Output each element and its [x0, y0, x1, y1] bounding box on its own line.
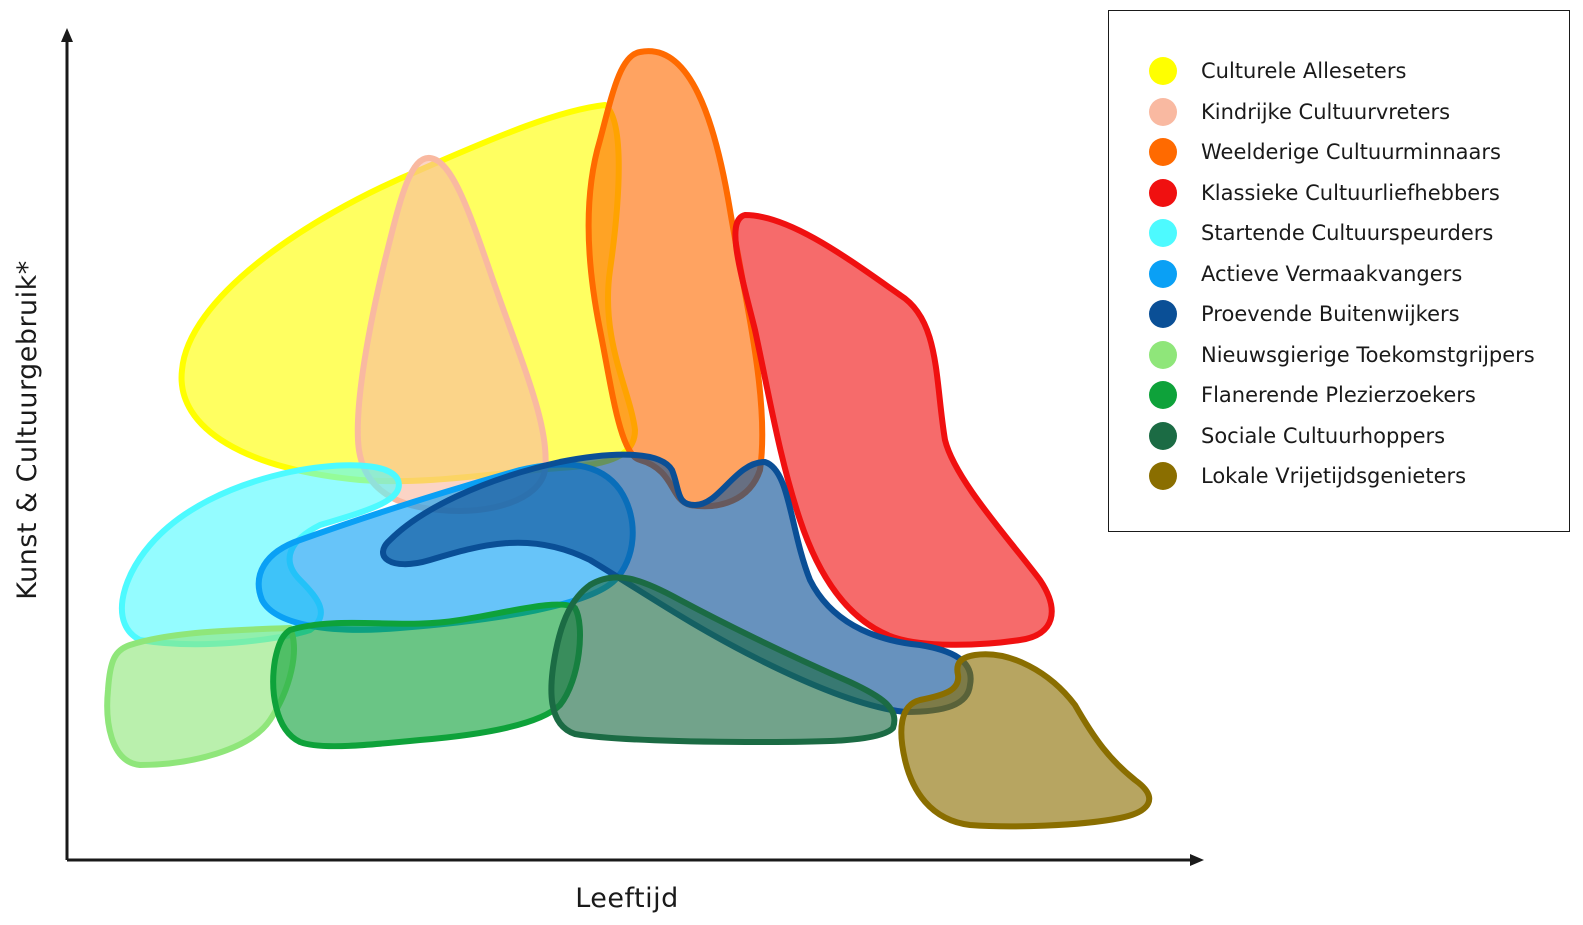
legend-item: Startende Cultuurspeurders [1149, 213, 1535, 254]
y-axis-label: Kunst & Cultuurgebruik* [12, 260, 43, 600]
legend-item: Actieve Vermaakvangers [1149, 254, 1535, 295]
x-axis-label: Leeftijd [575, 883, 679, 914]
legend-swatch [1149, 259, 1177, 288]
legend-item: Sociale Cultuurhoppers [1149, 416, 1535, 457]
legend-item: Klassieke Cultuurliefhebbers [1149, 173, 1535, 214]
legend-swatch [1149, 138, 1177, 167]
legend-label: Flanerende Plezierzoekers [1201, 383, 1476, 408]
legend-swatch [1149, 462, 1177, 491]
legend-label: Culturele Alleseters [1201, 59, 1407, 84]
legend-label: Weelderige Cultuurminnaars [1201, 140, 1501, 165]
blob-lokale-vrijetijdsgenieters [898, 651, 1152, 830]
legend-item: Proevende Buitenwijkers [1149, 294, 1535, 335]
blob-sociale-cultuurhoppers [548, 574, 898, 745]
legend-swatch [1149, 57, 1177, 86]
blob-klassieke-cultuurliefhebbers [732, 212, 1055, 648]
legend: Culturele Alleseters Kindrijke Cultuurvr… [1108, 10, 1570, 532]
legend-item: Weelderige Cultuurminnaars [1149, 132, 1535, 173]
y-axis-arrowhead [61, 28, 73, 42]
legend-swatch [1149, 219, 1177, 248]
legend-label: Actieve Vermaakvangers [1201, 261, 1463, 286]
legend-item: Culturele Alleseters [1149, 51, 1535, 92]
legend-list: Culturele Alleseters Kindrijke Cultuurvr… [1149, 51, 1535, 497]
legend-swatch [1149, 97, 1177, 126]
legend-item: Lokale Vrijetijdsgenieters [1149, 456, 1535, 497]
legend-item: Flanerende Plezierzoekers [1149, 375, 1535, 416]
legend-swatch [1149, 178, 1177, 207]
blob-layer [104, 48, 1152, 830]
legend-label: Nieuwsgierige Toekomstgrijpers [1201, 342, 1535, 367]
legend-label: Startende Cultuurspeurders [1201, 221, 1494, 246]
legend-label: Lokale Vrijetijdsgenieters [1201, 464, 1467, 489]
axes [61, 28, 1204, 866]
x-axis-arrowhead [1190, 854, 1204, 866]
legend-swatch [1149, 381, 1177, 410]
legend-item: Nieuwsgierige Toekomstgrijpers [1149, 335, 1535, 376]
blob-proevende-buitenwijkers [380, 451, 974, 715]
legend-label: Sociale Cultuurhoppers [1201, 423, 1446, 448]
legend-label: Kindrijke Cultuurvreters [1201, 99, 1451, 124]
legend-item: Kindrijke Cultuurvreters [1149, 92, 1535, 133]
blob-nieuwsgierige-toekomstgrijpers [104, 625, 297, 768]
legend-swatch [1149, 421, 1177, 450]
legend-label: Proevende Buitenwijkers [1201, 302, 1460, 327]
legend-swatch [1149, 340, 1177, 369]
legend-label: Klassieke Cultuurliefhebbers [1201, 180, 1500, 205]
legend-swatch [1149, 300, 1177, 329]
blob-flanerende-plezierzoekers [270, 601, 583, 750]
